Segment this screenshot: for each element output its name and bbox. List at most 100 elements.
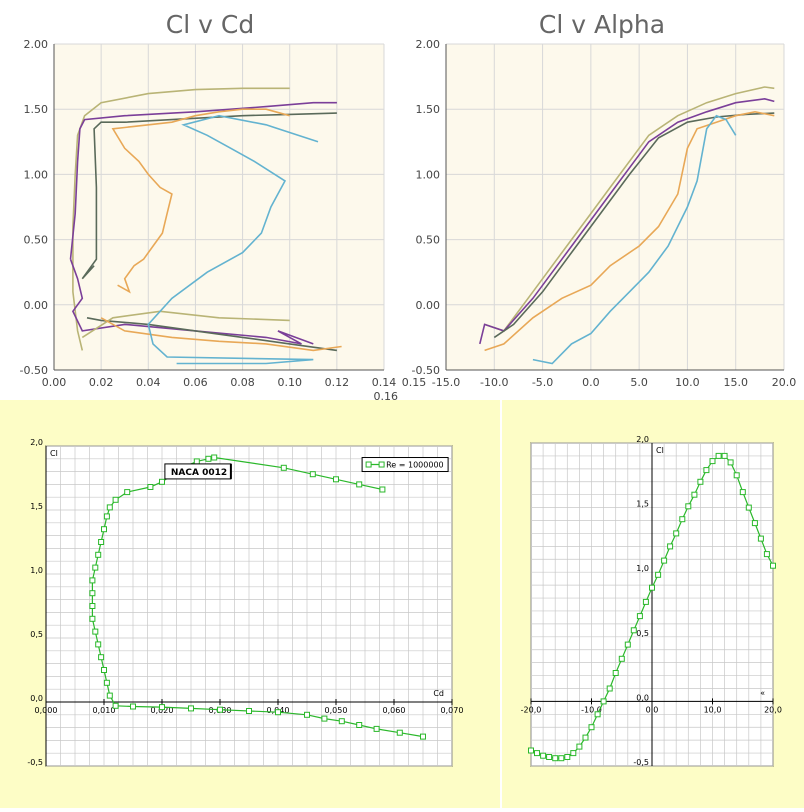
y-tick-label: -0.50: [412, 364, 440, 377]
x-tick-label: 0.14: [372, 376, 397, 389]
data-point: [763, 551, 770, 558]
data-point: [205, 455, 212, 462]
data-point: [373, 725, 380, 732]
y-tick-label: 0.00: [416, 299, 441, 312]
data-point: [193, 458, 200, 465]
data-point: [600, 698, 607, 705]
data-point: [745, 504, 752, 511]
y-tick-label: 2.00: [416, 38, 441, 51]
y-tick-label: -0,5: [633, 758, 649, 767]
overflow-tick-label: 0.15: [402, 376, 427, 389]
data-point: [98, 539, 105, 545]
y-tick-label: 0,0: [636, 693, 649, 702]
data-point: [92, 628, 99, 635]
data-point: [338, 718, 345, 725]
data-point: [534, 750, 540, 757]
x-tick-label: 5.0: [630, 376, 648, 389]
naca-cl-cd-chart-svg: 0,0000,0100,0200,0300,0400,0500,0600,070…: [27, 438, 464, 767]
y-tick-label: 1.50: [416, 103, 441, 116]
data-point: [703, 467, 710, 474]
y-tick-label: 0.50: [416, 234, 441, 247]
data-point: [757, 535, 764, 542]
x-tick-label: 20.0: [772, 376, 797, 389]
y-tick-label: 1.00: [24, 168, 49, 181]
naca-cl-alpha-chart-svg: -20,0 -10,0 0,0 10,0 20,0 -0,5 0,0 0,5 1,0 1,5 2,0…: [521, 435, 782, 767]
data-point: [770, 562, 776, 569]
x-tick-label: 0,0: [646, 705, 659, 714]
series-line: [484, 86, 775, 332]
annotation-label: NACA 0012: [171, 468, 227, 478]
data-point: [112, 702, 119, 709]
data-point: [217, 706, 223, 713]
data-point: [89, 590, 96, 597]
data-point: [396, 729, 403, 736]
data-point: [304, 711, 310, 718]
legend-box: [361, 457, 449, 473]
data-point: [697, 478, 704, 485]
y-tick-label: -0,5: [27, 758, 43, 767]
data-point: [618, 655, 625, 662]
y-tick-label: 1,5: [30, 502, 43, 511]
data-point: [673, 530, 680, 537]
data-point: [356, 481, 363, 488]
data-point: [159, 704, 165, 711]
legend-marker: [365, 461, 372, 468]
data-point: [211, 454, 218, 461]
data-point: [309, 471, 316, 478]
data-point: [709, 458, 716, 465]
data-point: [739, 489, 746, 496]
data-point: [188, 705, 194, 712]
data-point: [540, 752, 547, 759]
y-tick-label: 0,0: [30, 694, 43, 703]
cl-alpha-chart: Cl v Alpha -15.0 -10.0 -5.0 0.0 5.0 10.0 15.0 2…: [400, 0, 804, 400]
series-line: [493, 112, 775, 339]
naca-cl-alpha-chart: -20,0 -10,0 0,0 10,0 20,0 -0,5 0,0 0,5 1,0 1,5 2,0…: [500, 400, 804, 808]
data-point: [721, 452, 728, 459]
x-tick-label: 0.04: [136, 376, 161, 389]
y-tick-label: 1,0: [30, 566, 43, 575]
data-point: [420, 733, 426, 740]
data-point: [356, 722, 363, 728]
data-point: [321, 715, 328, 722]
y-tick-label: 2,0: [636, 435, 649, 444]
data-point: [655, 571, 662, 578]
data-point: [101, 526, 107, 533]
y-axis-label: Cl: [656, 446, 664, 455]
x-tick-label: 10,0: [704, 705, 722, 714]
data-point: [246, 708, 252, 714]
x-tick-label: -10.0: [480, 376, 508, 389]
chart-title: Cl v Cd: [166, 10, 254, 39]
x-tick-label: 0.06: [183, 376, 208, 389]
cl-cd-chart-svg: Cl v Cd 0.00 0.02 0.04 0.06 0.08 0.10 0.12 0.14…: [20, 10, 398, 403]
data-point: [106, 692, 113, 699]
series-line: [111, 108, 290, 294]
x-tick-label: 0,060: [383, 706, 406, 715]
series-line: [484, 110, 775, 352]
series-line: [69, 101, 337, 260]
x-tick-label: 0,070: [441, 706, 464, 715]
x-tick-label: 0.0: [582, 376, 600, 389]
y-tick-label: 0,5: [30, 630, 43, 639]
data-point: [606, 685, 613, 692]
x-tick-label: 0.02: [89, 376, 114, 389]
data-point: [576, 743, 583, 750]
x-tick-label: 0,000: [35, 706, 58, 715]
data-point: [130, 703, 136, 710]
data-point: [661, 557, 668, 564]
data-point: [101, 667, 107, 673]
data-point: [92, 564, 99, 571]
y-tick-label: 2,0: [30, 438, 43, 447]
data-point: [564, 754, 571, 760]
y-tick-label: 1,5: [636, 500, 649, 509]
y-axis-label: Cl: [50, 449, 58, 458]
legend-label: Re = 1000000: [386, 461, 444, 470]
series-line: [69, 258, 314, 345]
x-tick-label: 0,020: [151, 706, 174, 715]
x-tick-label: 0.10: [277, 376, 302, 389]
data-point: [667, 543, 674, 550]
y-tick-label: 1,0: [636, 564, 649, 573]
data-point: [582, 734, 589, 741]
data-point: [95, 641, 102, 648]
x-tick-label: 0.12: [325, 376, 350, 389]
data-point: [552, 755, 559, 762]
